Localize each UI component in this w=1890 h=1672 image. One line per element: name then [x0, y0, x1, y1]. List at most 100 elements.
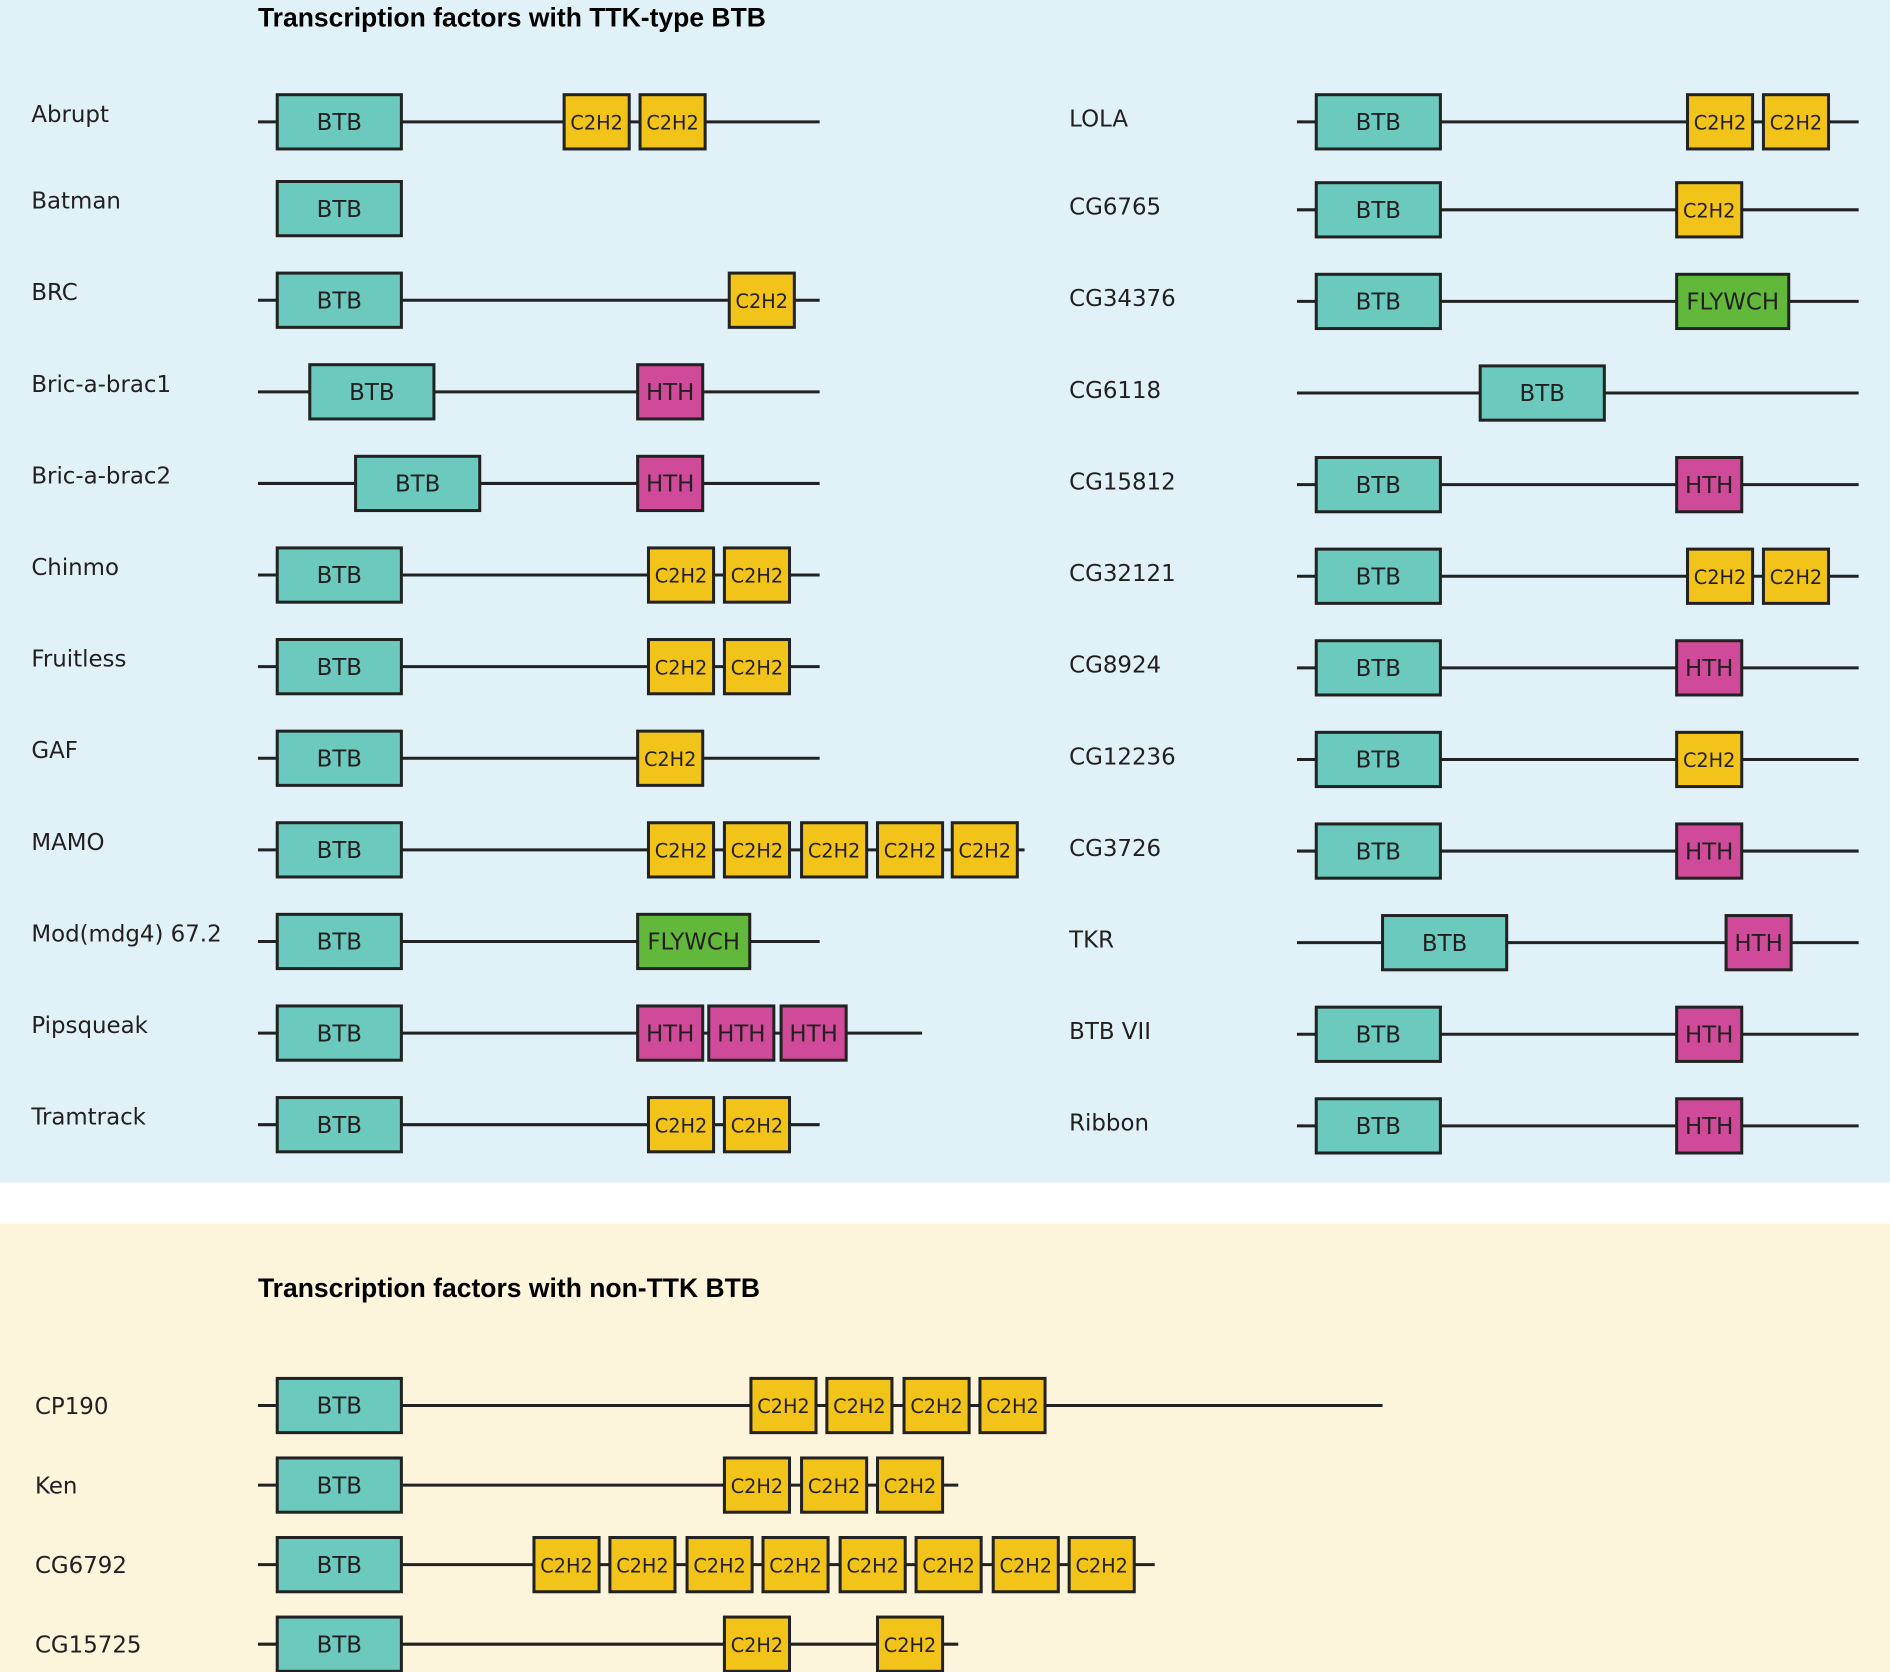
protein-row: CG34376 BTB FLYWCH [1069, 272, 1859, 331]
domain-label: HTH [646, 1021, 694, 1047]
ttk-panel-title: Transcription factors with TTK-type BTB [258, 3, 766, 33]
domain-btb [1314, 1005, 1442, 1063]
domain-hth [636, 1004, 705, 1062]
domain-c2h2 [838, 1536, 907, 1594]
protein-row: BRC BTB C2H2 [31, 271, 820, 329]
domain-label: BTB [1356, 290, 1401, 316]
domain-label: C2H2 [1770, 112, 1822, 135]
domain-c2h2 [749, 1376, 818, 1435]
domain-c2h2 [1685, 93, 1755, 151]
domain-hth [636, 454, 705, 513]
domain-label: C2H2 [1683, 200, 1735, 223]
protein-name: Fruitless [31, 647, 126, 673]
domain-c2h2 [761, 1536, 830, 1594]
domain-label: C2H2 [731, 656, 783, 679]
protein-row: CG6118 BTB [1069, 364, 1859, 422]
domain-label: BTB [1422, 931, 1467, 957]
domain-label: HTH [1685, 1022, 1733, 1048]
protein-name: Pipsqueak [31, 1013, 148, 1039]
protein-name: CG32121 [1069, 561, 1176, 587]
domain-btb [1314, 639, 1442, 697]
domain-hth [1675, 822, 1744, 880]
domain-label: BTB [1356, 473, 1401, 499]
protein-row: CG8924 BTB HTH [1069, 639, 1859, 697]
domain-btb [275, 271, 403, 329]
domain-btb [275, 546, 403, 604]
protein-name: Tramtrack [30, 1105, 146, 1131]
domain-label: HTH [646, 380, 694, 406]
domain-label: C2H2 [731, 1475, 783, 1498]
protein-row: Abrupt BTB C2H2 C2H2 [31, 93, 820, 151]
domain-c2h2 [532, 1536, 601, 1594]
domain-label: C2H2 [1000, 1554, 1052, 1577]
domain-label: C2H2 [757, 1395, 809, 1418]
domain-label: BTB [1356, 748, 1401, 774]
domain-btb [1314, 547, 1442, 605]
domain-c2h2 [646, 1096, 716, 1154]
domain-label: BTB [317, 930, 362, 956]
protein-name: TKR [1068, 927, 1114, 953]
protein-row: Ken BTB C2H2 C2H2 C2H2 [35, 1456, 959, 1514]
protein-row: CG15812 BTB HTH [1069, 456, 1859, 514]
domain-label: C2H2 [616, 1554, 668, 1577]
protein-name: MAMO [31, 830, 104, 856]
domain-c2h2 [608, 1536, 677, 1594]
protein-name: CG15812 [1069, 469, 1176, 495]
domain-label: C2H2 [731, 565, 783, 588]
protein-row: Tramtrack BTB C2H2 C2H2 [30, 1096, 820, 1154]
domain-c2h2 [722, 821, 792, 879]
domain-label: C2H2 [959, 840, 1011, 863]
protein-row: CG6792 BTB C2H2 C2H2 C2H2 C2H2 C2H2 C2H2 C2H2 C2H… [35, 1536, 1155, 1594]
domain-btb [275, 93, 403, 151]
protein-name: BRC [31, 280, 77, 306]
domain-c2h2 [685, 1536, 754, 1594]
domain-label: C2H2 [646, 112, 698, 135]
domain-btb [275, 1096, 403, 1154]
domain-c2h2 [875, 1615, 945, 1672]
protein-name: Abrupt [31, 102, 109, 128]
domain-hth [1675, 456, 1744, 514]
domain-label: C2H2 [736, 290, 788, 313]
domain-btb [275, 1004, 403, 1062]
protein-name: CG15725 [35, 1633, 142, 1659]
domain-btb [275, 821, 403, 879]
domain-label: C2H2 [884, 840, 936, 863]
protein-row: Batman BTB [31, 179, 403, 238]
domain-label: C2H2 [1694, 112, 1746, 135]
protein-row: Bric-a-brac1 BTB HTH [31, 363, 820, 421]
domain-label: C2H2 [1770, 566, 1822, 589]
domain-btb [1314, 730, 1442, 789]
domain-label: C2H2 [1075, 1554, 1127, 1577]
domain-btb [275, 729, 403, 787]
domain-label: BTB [317, 1113, 362, 1139]
protein-row: BTB VII BTB HTH [1069, 1005, 1859, 1063]
domain-c2h2 [1675, 730, 1744, 789]
domain-label: C2H2 [1683, 749, 1735, 772]
domain-c2h2 [875, 821, 945, 879]
domain-label: BTB [317, 838, 362, 864]
domain-label: C2H2 [910, 1395, 962, 1418]
domain-label: C2H2 [570, 112, 622, 135]
domain-c2h2 [646, 821, 716, 879]
domain-label: BTB [349, 380, 394, 406]
domain-label: FLYWCH [1686, 290, 1779, 316]
domain-label: BTB [317, 655, 362, 681]
protein-name: CG6792 [35, 1553, 127, 1579]
domain-c2h2 [722, 1615, 792, 1672]
domain-label: C2H2 [655, 565, 707, 588]
domain-btb [354, 454, 482, 513]
domain-label: HTH [717, 1021, 765, 1047]
domain-c2h2 [800, 1456, 869, 1514]
domain-label: BTB [1356, 110, 1401, 136]
domain-btb [308, 363, 436, 421]
domain-btb [275, 1536, 403, 1594]
domain-label: BTB [317, 197, 362, 223]
domain-label: C2H2 [922, 1554, 974, 1577]
domain-btb [1381, 914, 1509, 972]
domain-label: BTB [317, 1394, 362, 1420]
domain-hth [1675, 639, 1744, 697]
domain-c2h2 [800, 821, 869, 879]
domain-label: BTB [1356, 839, 1401, 865]
domain-label: BTB [317, 1553, 362, 1579]
